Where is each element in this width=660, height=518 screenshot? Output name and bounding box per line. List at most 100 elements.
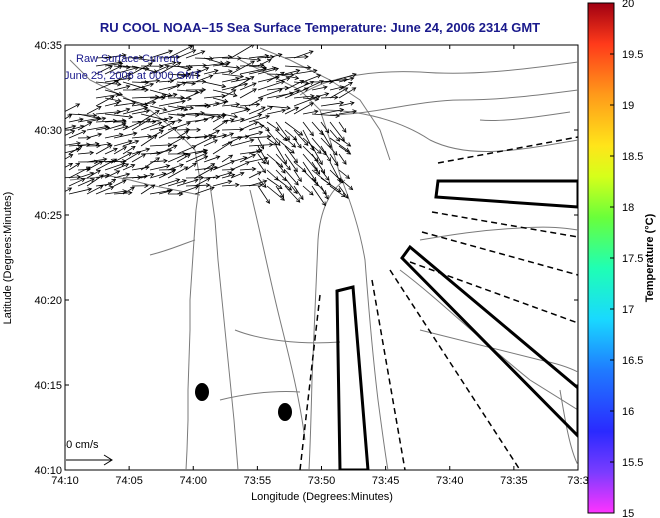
current-vector <box>221 154 233 163</box>
current-vector-head <box>319 80 324 85</box>
x-tick-label: 73:55 <box>244 475 272 487</box>
current-vector-head <box>227 141 233 146</box>
current-vector <box>185 149 207 155</box>
current-vector-head <box>314 181 319 187</box>
current-vector <box>248 97 263 107</box>
current-vector-head <box>277 52 283 58</box>
current-vector-head <box>230 167 235 172</box>
current-vector <box>338 102 355 107</box>
current-vector-head <box>105 173 110 178</box>
current-vector-head <box>253 121 259 126</box>
current-vector <box>176 113 199 116</box>
current-vector <box>149 144 172 147</box>
current-vector-head <box>200 50 206 55</box>
current-vector-head <box>208 167 214 172</box>
current-vector <box>176 49 196 59</box>
colorbar-tick-label: 20 <box>622 0 634 10</box>
current-vector <box>122 151 141 163</box>
current-vector-head <box>309 80 315 85</box>
current-vector <box>338 121 347 133</box>
current-vector <box>239 121 258 131</box>
current-vector-head <box>348 82 353 87</box>
current-vector <box>284 87 309 99</box>
current-vector-head <box>137 120 143 126</box>
current-vector-head <box>312 68 318 74</box>
current-vector <box>338 185 349 199</box>
current-vector <box>275 161 286 174</box>
current-vector-head <box>92 113 98 118</box>
current-vector <box>248 55 269 59</box>
current-vector <box>320 121 330 133</box>
current-vector <box>248 124 264 131</box>
current-vector-head <box>179 163 184 168</box>
current-vector <box>65 154 73 160</box>
current-vector <box>131 57 156 62</box>
colorbar-tick-label: 19.5 <box>622 49 643 61</box>
current-vector-head <box>75 103 81 108</box>
current-vector <box>167 73 190 83</box>
current-vector-head <box>137 175 142 180</box>
current-vector <box>212 160 235 171</box>
current-vector-head <box>181 99 187 104</box>
current-vector <box>320 129 332 148</box>
current-vector <box>77 152 94 155</box>
current-vector-head <box>285 76 291 82</box>
current-vector <box>167 105 188 111</box>
current-vector <box>158 121 175 131</box>
y-axis-label: Latitude (Degrees:Minutes) <box>2 192 14 325</box>
current-vector <box>221 184 239 187</box>
current-vector-head <box>76 141 81 146</box>
current-vector-head <box>147 62 153 67</box>
current-vector <box>113 125 128 131</box>
current-vector <box>131 96 159 99</box>
current-vector <box>167 153 188 163</box>
current-vector <box>95 127 110 131</box>
current-vector-head <box>164 64 170 70</box>
current-vector-head <box>255 102 261 107</box>
current-vector-head <box>235 102 241 107</box>
x-tick-label: 73:40 <box>436 475 464 487</box>
map-title: RU COOL NOAA–15 Sea Surface Temperature:… <box>100 20 540 35</box>
current-vector-head <box>223 119 229 124</box>
current-vector-head <box>159 130 164 135</box>
current-legend-line2: June 25, 2006 at 0000 GMT <box>64 70 201 82</box>
current-vector <box>221 128 244 131</box>
current-vector <box>104 113 133 118</box>
current-vector-head <box>130 164 136 169</box>
current-vector <box>257 185 270 204</box>
current-vector-head <box>98 160 104 165</box>
current-vector <box>257 76 280 83</box>
current-vector <box>266 129 281 146</box>
current-vector <box>338 82 353 91</box>
current-vector-head <box>127 72 132 78</box>
current-vector <box>311 121 324 136</box>
current-vector <box>212 89 237 97</box>
current-vector <box>104 148 118 155</box>
current-vector-head <box>303 141 309 147</box>
current-vector <box>185 112 205 115</box>
current-vector-head <box>310 146 315 152</box>
current-vector-head <box>199 89 204 95</box>
current-vector-head <box>291 143 297 148</box>
current-vector <box>95 143 111 147</box>
current-vector <box>311 145 323 165</box>
current-vector-head <box>196 127 201 133</box>
current-vector <box>158 179 180 187</box>
current-vector <box>176 185 199 195</box>
current-vector-head <box>170 121 176 126</box>
current-vector-head <box>256 57 262 63</box>
current-vector-head <box>309 102 314 107</box>
current-vector-head <box>194 185 200 190</box>
current-vector <box>104 123 126 131</box>
current-vector <box>221 89 236 99</box>
x-tick-label: 73:50 <box>308 475 336 487</box>
current-vector-head <box>205 177 211 182</box>
current-vector-head <box>191 145 197 150</box>
current-vector-head <box>108 65 113 70</box>
current-vector <box>86 174 104 187</box>
current-vector <box>68 118 84 123</box>
current-vector-head <box>196 73 201 78</box>
current-vector <box>68 125 85 131</box>
current-vector-head <box>231 89 237 94</box>
current-vector-head <box>293 167 298 173</box>
